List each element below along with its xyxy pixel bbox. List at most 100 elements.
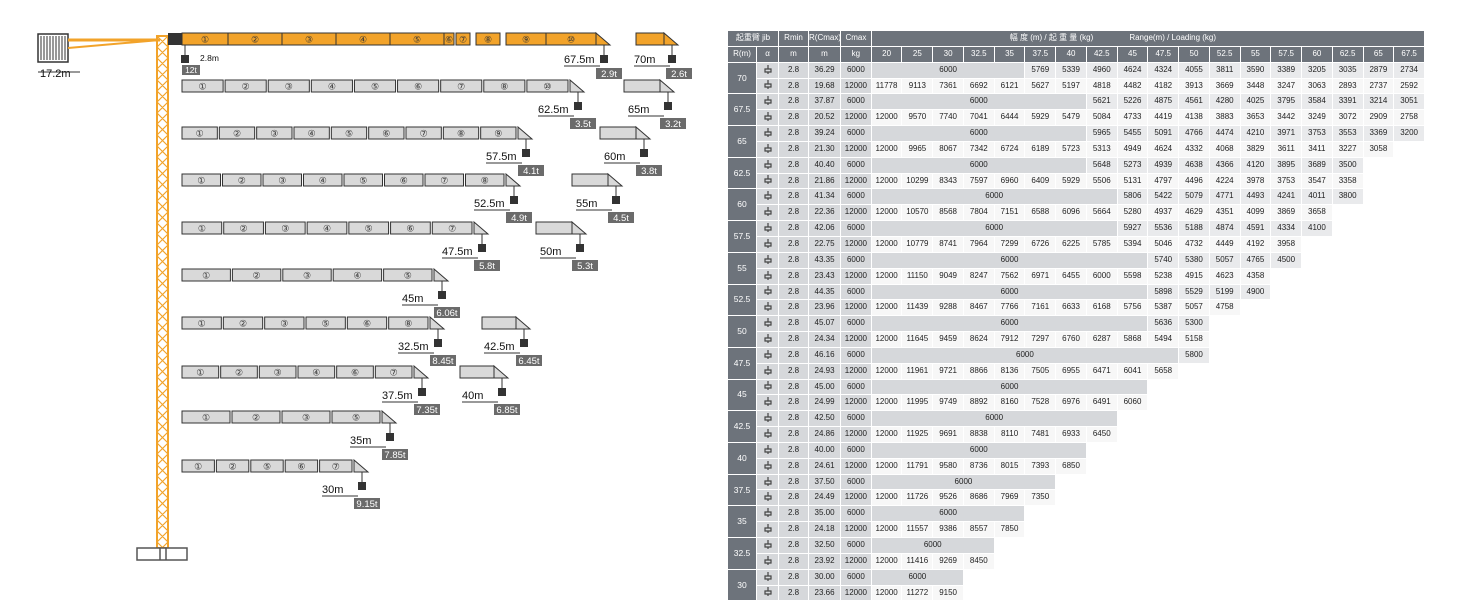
rmin-cell: 2.8 <box>778 473 810 491</box>
jib-section <box>440 79 483 93</box>
table-row: 35 2.8 35.00 6000 6000 <box>727 505 1425 538</box>
rmin-cell: 2.8 <box>778 93 810 111</box>
empty-cell <box>1085 457 1118 475</box>
load-value-cell: 12000 <box>870 584 903 601</box>
load-value-cell: 7804 <box>962 204 995 222</box>
jib-section-number: ④ <box>328 82 336 92</box>
load-value-cell: 5339 <box>1055 61 1087 79</box>
header-range-value: 50 <box>1178 45 1210 63</box>
alt-tip-section <box>535 221 573 235</box>
rmin-cell: 2.8 <box>778 235 810 253</box>
empty-cell <box>1362 156 1395 174</box>
constant-load-cell: 6000 <box>870 473 1057 491</box>
alt-tip-end <box>635 125 652 140</box>
load-value-cell: 5455 <box>1116 125 1149 142</box>
load-value-cell: 5479 <box>1055 109 1087 127</box>
empty-cell <box>1178 473 1210 491</box>
empty-cell <box>1362 410 1395 428</box>
load-value-cell: 5057 <box>1208 251 1241 269</box>
rcmax-cell: 24.34 <box>808 331 842 348</box>
jib-section-number: ⑦ <box>390 368 398 378</box>
empty-cell <box>1301 568 1333 586</box>
load-value-cell: 6933 <box>1055 426 1087 443</box>
single-hook-icon <box>763 349 772 360</box>
load-value-cell: 4766 <box>1178 125 1210 142</box>
header-range-value: 30 <box>932 45 964 63</box>
jib-section <box>319 459 353 473</box>
empty-cell <box>993 537 1026 554</box>
double-hook-icon <box>763 143 772 154</box>
alt-tip-end <box>607 172 624 187</box>
empty-cell <box>1270 378 1303 396</box>
header-range-cn: 幅 度 (m) / 起 重 量 (kg) <box>1009 33 1094 42</box>
load-value-cell: 7297 <box>1024 331 1057 348</box>
empty-cell <box>1239 552 1272 570</box>
hook-icon-cell <box>755 362 780 380</box>
load-value-cell: 6955 <box>1055 362 1087 380</box>
load-value-cell: 4765 <box>1239 251 1272 269</box>
alt-tip-hook-block <box>664 102 672 110</box>
load-value-cell: 4900 <box>1239 283 1272 301</box>
jib-section <box>336 365 374 379</box>
table-row: 2.8 22.36 12000 12000 10570 8568 7804 7151 6588 6… <box>728 204 1425 222</box>
alt-tip-load-badge <box>666 68 692 79</box>
load-value-cell: 8450 <box>962 552 995 570</box>
cmax-cell: 12000 <box>840 331 872 348</box>
jib-section <box>181 316 222 330</box>
table-row: 2.8 23.66 12000 12000 11272 9150 <box>728 584 1425 601</box>
empty-cell <box>1208 489 1241 507</box>
empty-cell <box>1208 394 1241 412</box>
radius-group-cell: 37.5 <box>727 473 757 507</box>
empty-cell <box>1301 346 1333 364</box>
constant-load-cell: 6000 <box>870 61 1026 79</box>
jib-section-number: ⑦ <box>448 224 456 234</box>
empty-cell <box>1301 394 1333 412</box>
empty-cell <box>1362 346 1395 364</box>
empty-cell <box>1301 457 1333 475</box>
jib-section <box>264 316 305 330</box>
table-row: 60 2.8 41.34 6000 6000 5806 5422 5079 4771 4493 42… <box>727 188 1425 222</box>
jib-section-number: ② <box>240 224 248 234</box>
header-rm: R(m) <box>727 45 757 63</box>
empty-cell <box>1208 441 1241 459</box>
jib-config-radius-label: 62.5m <box>538 104 569 116</box>
load-value-cell: 3205 <box>1301 61 1333 79</box>
jib-config-load-badge <box>474 260 500 271</box>
single-hook-icon <box>763 444 772 455</box>
header-range-value: 37.5 <box>1024 45 1057 63</box>
empty-cell <box>1024 537 1057 554</box>
load-value-cell: 4874 <box>1208 220 1241 237</box>
jib-section-number: ② <box>253 271 261 281</box>
load-value-cell: 11557 <box>901 521 934 538</box>
load-value-cell: 4758 <box>1208 299 1241 317</box>
jib-section <box>424 173 464 187</box>
load-value-cell: 11726 <box>901 489 934 507</box>
empty-cell <box>1178 426 1210 443</box>
jib-config-load-badge <box>518 165 544 176</box>
jib-section-number: ① <box>198 319 206 329</box>
load-value-cell: 3063 <box>1301 77 1333 95</box>
empty-cell <box>1331 505 1364 523</box>
jib-section-number: ⑧ <box>481 176 489 186</box>
top-jib-section-number: ⑩ <box>567 35 575 45</box>
load-value-cell: 8015 <box>993 457 1026 475</box>
empty-cell <box>993 568 1026 586</box>
constant-load-cell: 6000 <box>870 315 1149 333</box>
load-value-cell: 12000 <box>870 109 903 127</box>
rcmax-cell: 44.35 <box>808 283 842 301</box>
jib-section <box>223 221 264 235</box>
empty-cell <box>1239 426 1272 443</box>
empty-cell <box>1331 552 1364 570</box>
load-value-cell: 8866 <box>962 362 995 380</box>
load-value-cell: 5079 <box>1178 188 1210 206</box>
hook-icon-cell <box>755 156 780 174</box>
cmax-cell: 6000 <box>840 188 872 206</box>
single-hook-icon <box>763 64 772 75</box>
cmax-cell: 6000 <box>840 283 872 301</box>
min-radius-label: 2.8m <box>200 53 219 63</box>
single-hook-icon <box>763 223 772 233</box>
empty-cell <box>1178 521 1210 538</box>
jib-section-number: ④ <box>319 176 327 186</box>
load-chart-table-container: 起重臂 jib Rmin R(Cmax) Cmax 幅 度 (m) / 起 重 量 (k… <box>726 30 1425 601</box>
hook-icon-cell <box>755 441 780 459</box>
